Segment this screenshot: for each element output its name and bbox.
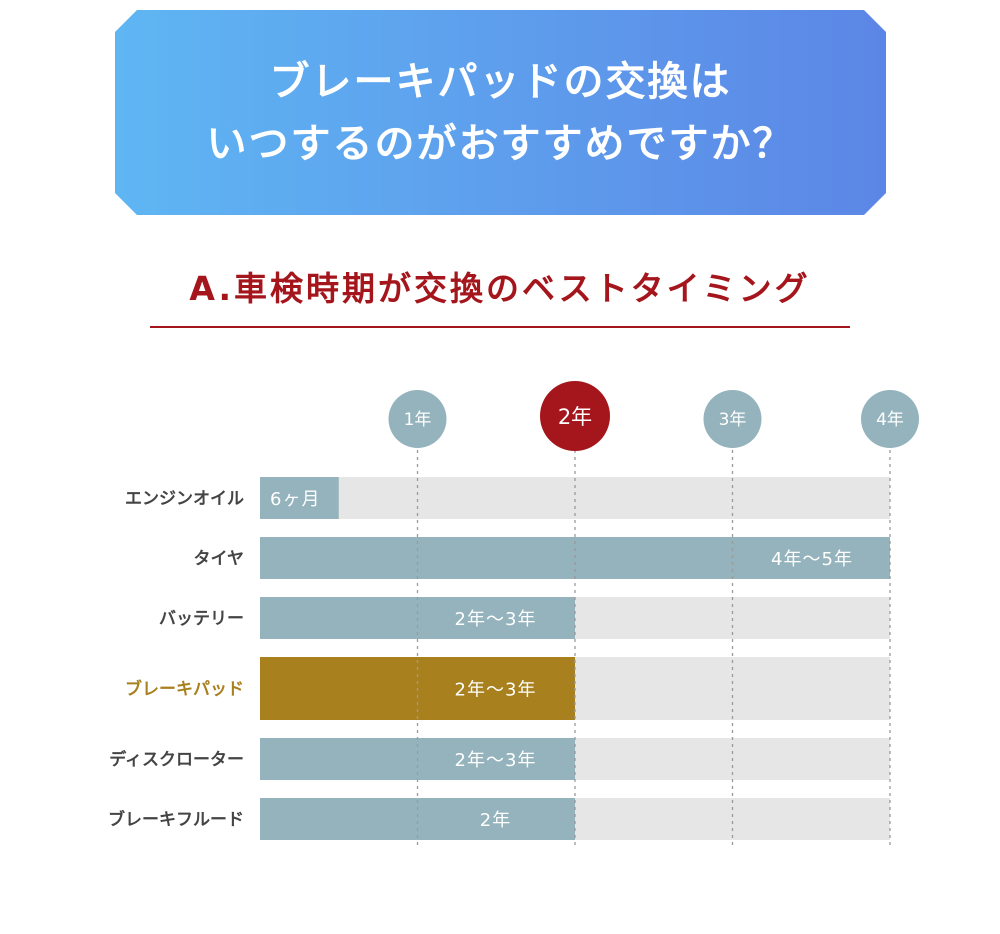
title-banner: ブレーキパッドの交換は いつするのがおすすめですか？ [115, 10, 886, 215]
category-label: バッテリー [159, 609, 244, 629]
bar-value-label: 6ヶ月 [270, 489, 320, 510]
bar-value-label: 2年 [480, 810, 511, 831]
year-badge-label: 2年 [558, 405, 592, 429]
bar-value-label: 2年〜3年 [455, 609, 537, 630]
category-label: ディスクローター [109, 749, 244, 770]
banner-background [115, 10, 886, 215]
year-badge-label: 3年 [719, 410, 747, 430]
category-label: タイヤ [194, 549, 245, 569]
year-badge-label: 4年 [876, 410, 904, 430]
year-badge [388, 390, 447, 448]
answer-underline [150, 326, 850, 328]
year-badge [861, 390, 919, 448]
year-badge-label: 1年 [404, 410, 432, 430]
bar-value-label: 4年〜5年 [771, 549, 853, 570]
answer-heading: A.車検時期が交換のベストタイミング [189, 269, 811, 308]
bar [260, 477, 339, 519]
bar-value-label: 2年〜3年 [455, 750, 537, 771]
title-line-2: いつするのがおすすめですか？ [206, 120, 795, 167]
year-badge [540, 381, 610, 451]
bar [260, 798, 575, 840]
category-label: ブレーキフルード [108, 809, 244, 830]
bar-track [260, 477, 890, 519]
bar-value-label: 2年〜3年 [455, 680, 537, 701]
category-label: エンジンオイル [125, 489, 244, 509]
year-badge [703, 390, 762, 448]
title-line-1: ブレーキパッドの交換は [269, 58, 732, 105]
category-label: ブレーキパッド [125, 679, 244, 700]
